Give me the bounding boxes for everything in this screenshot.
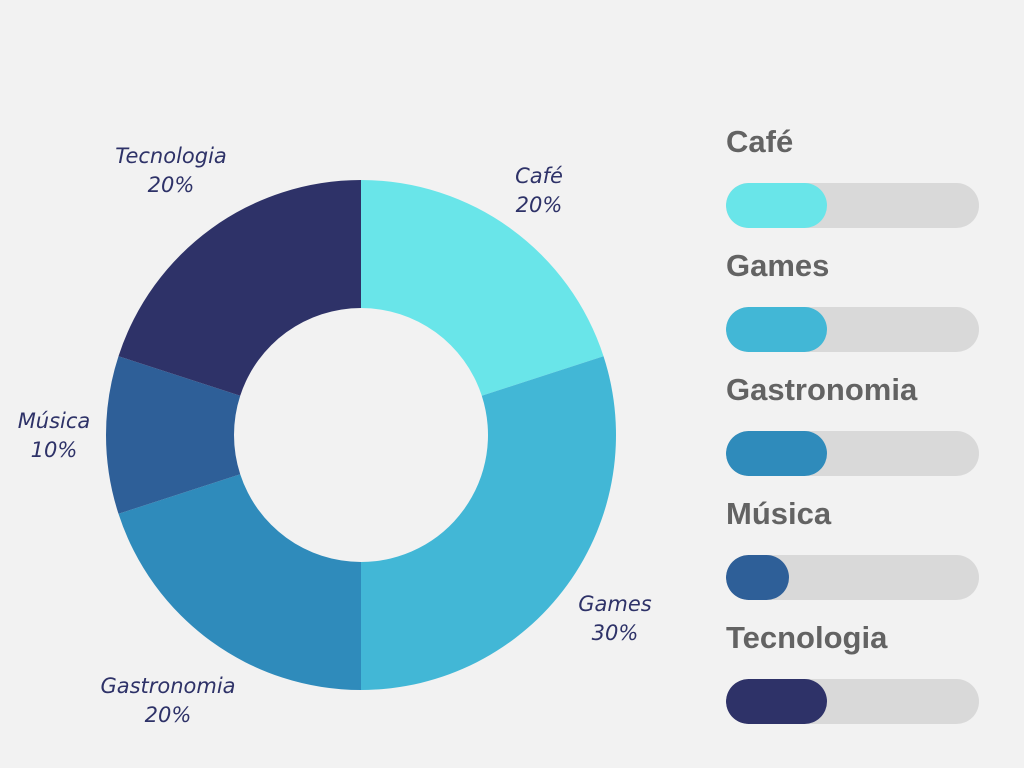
slice-label-value: 20% [515,193,563,217]
legend-bar-track [726,555,979,600]
slice-label-value: 20% [147,173,195,197]
legend-label: Games [726,248,830,283]
donut-svg [106,180,616,690]
slice-label-tecnologia: Tecnologia 20% [115,142,227,200]
slice-label-value: 30% [591,621,639,645]
slice-label-gastronomia: Gastronomia 20% [100,672,235,730]
legend-bar-track [726,183,979,228]
legend-bar-fill [726,431,828,476]
donut-slice-cafe [361,180,604,396]
donut-slice-tecnologia [118,180,361,396]
legend-bar-fill [726,183,828,228]
slice-label-name: Games [578,592,652,616]
legend-label: Tecnologia [726,620,888,655]
slice-label-value: 20% [144,703,192,727]
slice-label-name: Música [17,409,91,433]
legend-label: Gastronomia [726,372,918,407]
legend-bar-fill [726,555,790,600]
legend-bar-track [726,431,979,476]
slice-label-name: Café [515,164,563,188]
slice-label-value: 10% [30,438,78,462]
donut-chart: Café 20% Games 30% Gastronomia 20% Músic… [18,142,652,730]
slice-label-cafe: Café 20% [515,162,563,220]
donut-slice-gastronomia [118,474,361,690]
legend-item-cafe: Café [726,120,980,244]
legend: Café Games Gastronomia Música Tecnologia [726,120,980,740]
legend-item-musica: Música [726,492,980,616]
legend-label: Música [726,496,832,531]
legend-bar-track [726,307,979,352]
slice-label-name: Tecnologia [115,144,227,168]
legend-bar-fill [726,307,828,352]
slice-label-musica: Música 10% [18,407,91,465]
legend-item-games: Games [726,244,980,368]
legend-item-gastronomia: Gastronomia [726,368,980,492]
legend-label: Café [726,124,794,159]
legend-bar-fill [726,679,828,724]
slice-label-name: Gastronomia [100,674,236,698]
legend-bar-track [726,679,979,724]
slice-label-games: Games 30% [578,590,651,648]
legend-item-tecnologia: Tecnologia [726,616,980,740]
donut-slice-musica [106,356,241,514]
donut-slice-games [361,356,616,690]
